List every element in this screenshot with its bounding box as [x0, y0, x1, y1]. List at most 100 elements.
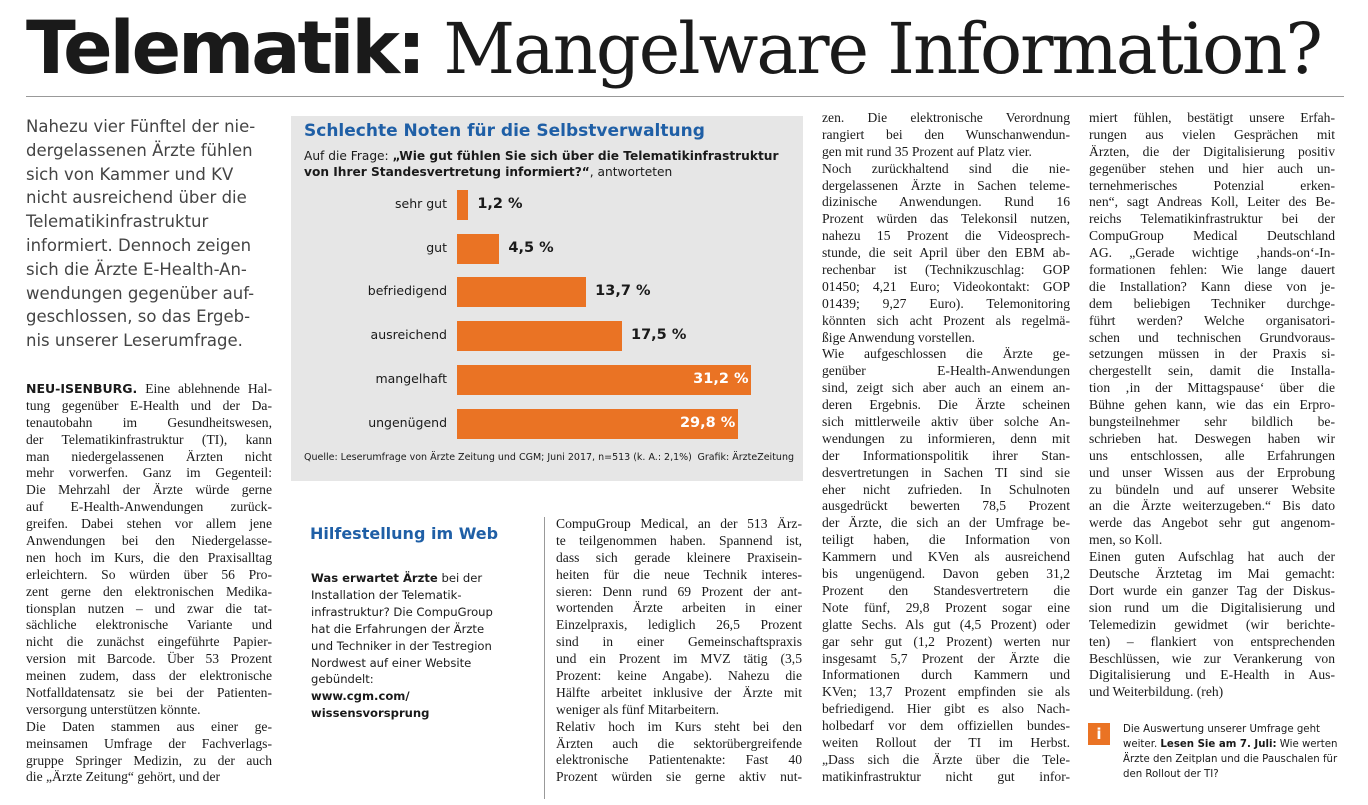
bar: [457, 321, 622, 352]
text-line: schen und technischen Grundvoraus-: [1089, 329, 1335, 345]
text-line: elektronische Patientenakte: Fast 40: [556, 752, 802, 768]
bar: [457, 408, 738, 439]
text-line: „Dass sich die Ärzte über die Tele-: [822, 751, 1070, 767]
text-line: sich von Kammer und KV: [26, 164, 234, 184]
info-text: Die Auswertung unserer Umfrage geht weit…: [1123, 722, 1343, 782]
text-line: nicht die zunächst eingeführte Papier-: [26, 634, 272, 650]
text-line: zent gerne den elektronischen Medika-: [26, 583, 272, 599]
column-4: miert fühlen, bestätigt unsere Erfah-run…: [1089, 110, 1335, 701]
chart-box: Schlechte Noten für die Selbstverwaltung…: [291, 116, 803, 481]
info-box: i Die Auswertung unserer Umfrage geht we…: [1088, 718, 1348, 798]
text-line: holbedarf vor dem offiziellen bundes-: [822, 718, 1070, 734]
text-line: an die Ärzte weiterzugeben.“ Bis dato: [1089, 498, 1335, 514]
info-pre: weiter.: [1123, 739, 1161, 750]
text-line: und Weiterbildung. (reh): [1089, 684, 1224, 700]
teaser: Nahezu vier Fünftel der nie-dergelassene…: [26, 115, 256, 353]
text-line: AG. „Gerade wichtige ‚hands-on‘-In-: [1089, 245, 1335, 261]
text-line: Bühne gehen kann, wie das ein Erpro-: [1089, 397, 1335, 413]
web-help-title: Hilfestellung im Web: [310, 524, 499, 543]
text-line: matikinfrastruktur nicht gut infor-: [822, 768, 1070, 784]
text-line: die Installation? Kann diese von je-: [1089, 278, 1335, 294]
text-line: der Ärzte, die sich an der Umfrage be-: [822, 515, 1070, 531]
web-help-line: Installation der Telematik-: [311, 587, 462, 602]
web-help-link[interactable]: wissensvorsprung: [311, 706, 430, 721]
chart-source: Quelle: Leserumfrage von Ärzte Zeitung u…: [304, 452, 692, 463]
bar-category-label: befriedigend: [367, 283, 447, 299]
text-line: sion rund um die Digitalisierung und: [1089, 599, 1335, 615]
text-line: und unser Wissen aus der Erprobung: [1089, 464, 1335, 480]
column-divider: [544, 517, 545, 799]
text-line: tionsplan nutzen – und zwar die tat-: [26, 600, 272, 616]
text-line: sind in einer Gemeinschaftspraxis: [556, 634, 802, 650]
text-line: te teilgenommen haben. Spannend ist,: [556, 532, 802, 548]
bar-row: sehr gut 1,2 %: [291, 190, 803, 220]
dateline: NEU-ISENBURG.: [26, 381, 138, 396]
web-help-text: Was erwartet Ärzte bei der Installation …: [311, 570, 531, 722]
text-line: Prozent den Standesvertretern die: [822, 582, 1070, 598]
headline-rule: [26, 96, 1344, 97]
text-line: meinen zudem, dass der elektronische: [26, 668, 272, 684]
text-line: wendungen gegenüber auf-: [26, 283, 255, 303]
text-line: eher nicht zufrieden. In Schulnoten: [822, 481, 1070, 497]
chart-question-prefix: Auf die Frage:: [304, 149, 393, 163]
bar-value-label: 4,5 %: [508, 239, 554, 256]
bar-row: ungenügend 29,8 %: [291, 408, 803, 439]
info-post: Wie werten: [1276, 739, 1338, 750]
text-line: rangiert bei den Wunschanwendun-: [822, 126, 1070, 142]
text-line: der Informationspolitik ihrer Stan-: [822, 447, 1070, 463]
web-help-line: hat die Erfahrungen der Ärzte: [311, 621, 485, 636]
text-line: sieren: Denn rund 69 Prozent der ant-: [556, 583, 802, 599]
text-line: dergelassenen Ärzte in Sachen teleme-: [822, 177, 1070, 193]
bar-category-label: ungenügend: [368, 414, 447, 430]
bar-row: gut 4,5 %: [291, 233, 803, 264]
web-help-box: Hilfestellung im Web Was erwartet Ärzte …: [297, 516, 537, 796]
column-1: NEU-ISENBURG. Eine ablehnende Hal-tung g…: [26, 381, 272, 786]
web-help-lead: Was erwartet Ärzte: [311, 571, 438, 585]
text-line: men, so Koll.: [1089, 532, 1163, 548]
web-help-link[interactable]: www.cgm.com/: [311, 689, 410, 704]
bar: [457, 233, 500, 264]
text-line: Informationen durch Kammern und: [822, 667, 1070, 683]
text-line: Digitalisierung und E-Health in Aus-: [1089, 667, 1335, 683]
text-line: Prozent: keine Angabe). Nahezu die: [556, 668, 802, 684]
web-help-line: und Techniker in der Testregion: [311, 638, 492, 653]
text-line: setzungen müssen in der Praxis si-: [1089, 346, 1335, 362]
text-line: 01450; 4,21 Euro; Videokontakt: GOP: [822, 278, 1070, 294]
text-span: Eine ablehnende Hal-: [137, 381, 272, 396]
bar: [457, 364, 752, 395]
info-line: Die Auswertung unserer Umfrage geht: [1123, 724, 1321, 735]
web-help-line: infrastruktur? Die CompuGroup: [311, 604, 493, 619]
text-line: Note fünf, 29,8 Prozent sogar eine: [822, 599, 1070, 615]
text-line: informiert. Dennoch zeigen: [26, 235, 252, 255]
text-line: Relativ hoch im Kurs steht bei den: [556, 718, 802, 734]
column-2: CompuGroup Medical, an der 513 Ärz-te te…: [556, 516, 802, 786]
bar-category-label: ausreichend: [370, 327, 447, 343]
web-help-line: Nordwest auf einer Website: [311, 655, 472, 670]
text-line: Anwendungen bei den Niedergelasse-: [26, 533, 272, 549]
text-line: formationen fehlen: Wie lange dauert: [1089, 262, 1335, 278]
info-icon: i: [1088, 723, 1110, 745]
text-line: version mit Barcode. Über 53 Prozent: [26, 651, 272, 667]
text-line: führt werden? Welche organisatori-: [1089, 312, 1335, 328]
text-line: sind, zeigt sich aber auch an einem an-: [822, 380, 1070, 396]
text-line: könnten sich acht Prozent als regelmä-: [822, 312, 1070, 328]
text-line: tion ‚in der Mittagspause‘ über die: [1089, 380, 1335, 396]
text-line: gen mit rund 35 Prozent auf Platz vier.: [822, 143, 1032, 159]
text-line: ternehmerisches Potenzial erken-: [1089, 177, 1335, 193]
text-line: Notfalldatensatz sie bei der Patienten-: [26, 685, 272, 701]
text-line: Prozent würden sie gerne aktiv nut-: [556, 769, 802, 785]
text-line: die „Ärzte Zeitung“ gehört, und der: [26, 769, 221, 785]
text-line: gruppe Springer Medizin, zu der auch: [26, 752, 272, 768]
text-line: Die Mehrzahl der Ärzte würde gerne: [26, 482, 272, 498]
text-line: dergelassenen Ärzte fühlen: [26, 140, 253, 160]
text-line: uns entschlossen, alle Erfahrungen: [1089, 447, 1335, 463]
text-line: weiten Rollout der TI im Herbst.: [822, 734, 1070, 750]
text-line: Nahezu vier Fünftel der nie-: [26, 117, 256, 136]
text-line: ßige Anwendung vorstellen.: [822, 329, 975, 345]
text-line: tenautobahn im Gesundheitswesen,: [26, 414, 272, 430]
text-line: glatte Sechs. Als gut (4,5 Prozent) oder: [822, 616, 1070, 632]
text-line: NEU-ISENBURG. Eine ablehnende Hal-: [26, 381, 272, 398]
text-line: Einen guten Aufschlag hat auch der: [1089, 549, 1335, 565]
text-line: bungsteilnehmer sehr bildlich be-: [1089, 414, 1335, 430]
text-line: nicht ausreichend über die: [26, 188, 247, 208]
